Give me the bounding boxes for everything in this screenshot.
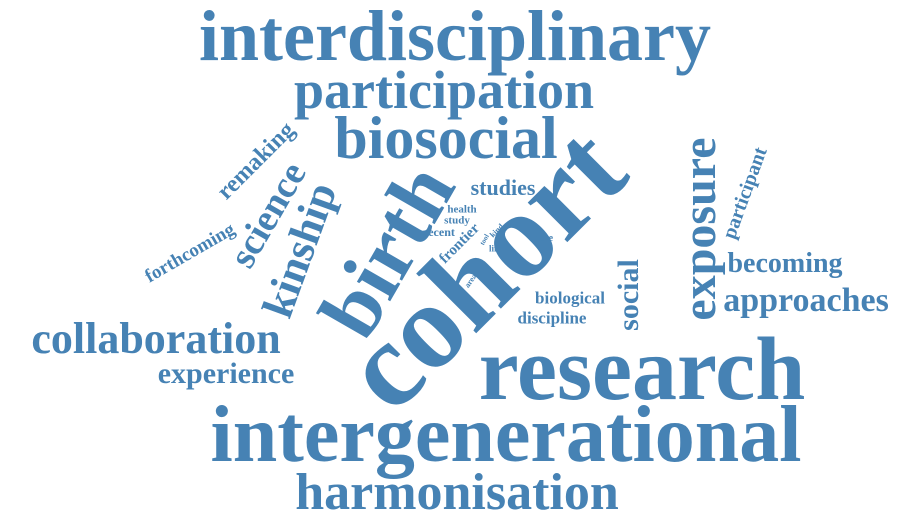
word-more: more — [530, 233, 554, 244]
word-collaboration: collaboration — [31, 314, 281, 363]
word-becoming: becoming — [727, 248, 843, 279]
word-biological: biological — [535, 288, 605, 308]
word-harmonisation: harmonisation — [295, 464, 619, 516]
word-recent: recent — [423, 225, 455, 239]
word-health: health — [447, 203, 477, 216]
word-interdisciplinary: interdisciplinary — [198, 0, 712, 76]
word-biosocial: biosocial — [334, 105, 558, 171]
word-participation: participation — [293, 60, 595, 120]
word-exposure: exposure — [673, 137, 726, 321]
word-discipline: discipline — [517, 308, 587, 328]
word-study: study — [444, 214, 470, 227]
word-experience: experience — [157, 357, 295, 390]
word-participant: participant — [718, 144, 772, 242]
word-research: research — [478, 320, 806, 419]
word-intergenerational: intergenerational — [210, 391, 802, 479]
word-approaches: approaches — [723, 282, 889, 319]
word-life: life — [489, 243, 501, 254]
word-studies: studies — [470, 175, 536, 200]
